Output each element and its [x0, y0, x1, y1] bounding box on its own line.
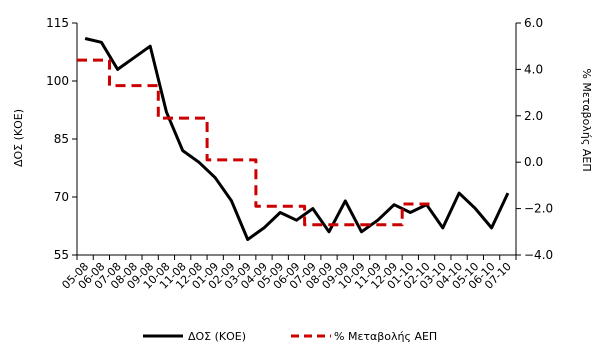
- left-axis-ticks: 55 70 85 100 115: [46, 16, 77, 262]
- series-lines: [77, 37, 510, 241]
- series-line-gdp: [77, 58, 435, 227]
- right-axis-label: % Μεταβολής ΑΕΠ: [580, 68, 593, 171]
- legend-label-gdp: % Μεταβολής ΑΕΠ: [334, 330, 437, 343]
- left-tick-label: 85: [54, 132, 69, 146]
- x-axis-ticks: 05-0806-0807-0808-0809-0810-0811-0812-08…: [59, 255, 517, 292]
- legend-label-dos: ΔΟΣ (ΚΟΕ): [188, 330, 246, 343]
- left-tick-label: 70: [54, 190, 69, 204]
- left-tick-label: 115: [46, 16, 69, 30]
- left-tick-label: 100: [46, 74, 69, 88]
- left-tick-label: 55: [54, 248, 69, 262]
- right-tick-label: 2.0: [524, 109, 543, 123]
- right-tick-label: −2.0: [524, 202, 553, 216]
- right-axis-ticks: −4.0 −2.0 0.0 2.0 4.0 6.0: [516, 16, 553, 262]
- left-axis-label: ΔΟΣ (ΚΟΕ): [12, 109, 25, 167]
- right-tick-label: 4.0: [524, 62, 543, 76]
- legend: ΔΟΣ (ΚΟΕ) % Μεταβολής ΑΕΠ: [143, 330, 437, 343]
- right-tick-label: −4.0: [524, 248, 553, 262]
- right-tick-label: 6.0: [524, 16, 543, 30]
- series-line-dos: [84, 37, 510, 241]
- right-tick-label: 0.0: [524, 155, 543, 169]
